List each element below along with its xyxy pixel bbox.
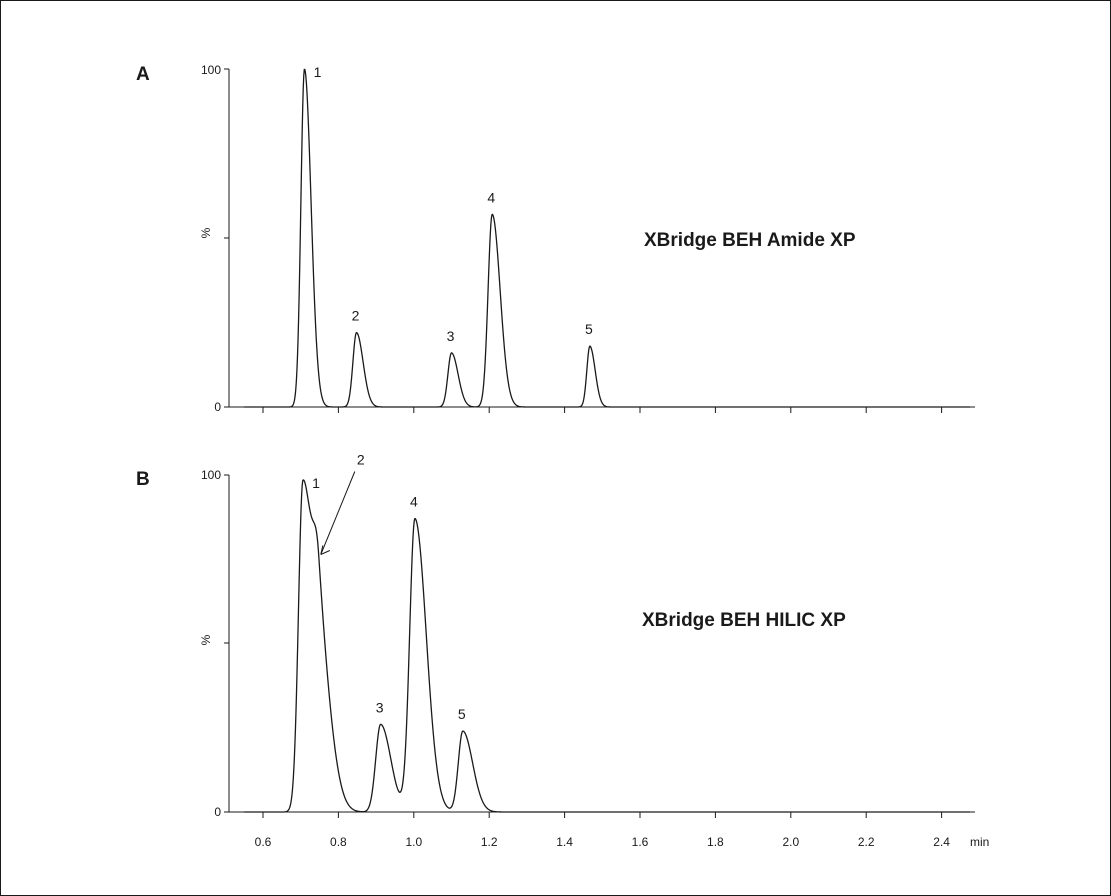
panel-b-xtick-label: 1.8 — [707, 835, 724, 849]
panel-b-xtick-label: 2.4 — [933, 835, 950, 849]
panel-b-ytick-0: 0 — [214, 805, 221, 819]
panel-a-trace — [244, 68, 970, 408]
panel-b-x-ticks: 0.6 0.8 1.0 1.2 1.4 1.6 1.8 2.0 2.2 2.4 — [255, 812, 950, 849]
panel-a-peak-labels: 1 2 3 4 5 — [314, 64, 593, 344]
panel-a-peak-label-4: 4 — [487, 189, 495, 205]
panel-b-ytick-100: 100 — [201, 468, 221, 482]
panel-b-peak-labels: 1 2 3 4 5 — [312, 452, 466, 723]
panel-b-peak-label-5: 5 — [458, 706, 466, 722]
panel-a-x-ticks — [262, 407, 943, 413]
panel-a-ylabel: % — [199, 227, 213, 238]
panel-b-xtick-label: 2.0 — [782, 835, 799, 849]
panel-b-label: B — [136, 469, 150, 490]
panel-b-peak-arrow-head — [320, 545, 330, 555]
panel-b-column-label: XBridge BEH HILIC XP — [642, 610, 846, 631]
panel-b-xtick-label: 0.8 — [330, 835, 347, 849]
panel-a-peak-label-5: 5 — [585, 321, 593, 337]
panel-a-peak-label-1: 1 — [314, 64, 322, 80]
panel-a-label: A — [136, 64, 150, 85]
panel-b-peak-label-4: 4 — [410, 494, 418, 510]
panel-b-x-unit: min — [970, 835, 989, 849]
panel-b: B 100 % 0 0.6 0.8 1.0 1.2 1.4 1.6 1.8 2.0 2.2 2.4… — [136, 452, 989, 849]
panel-b-xtick-label: 1.4 — [556, 835, 573, 849]
panel-b-xtick-label: 2.2 — [858, 835, 875, 849]
panel-b-xtick-label: 1.6 — [632, 835, 649, 849]
panel-a-peak-label-2: 2 — [352, 308, 360, 324]
panel-b-ylabel: % — [199, 634, 213, 645]
panel-b-xtick-label: 1.2 — [481, 835, 498, 849]
panel-b-peak-arrow — [320, 471, 356, 555]
panel-a-ytick-100: 100 — [201, 63, 221, 77]
panel-a: A 100 % 0 1 2 3 4 5 XBridge BEH Amide XP — [136, 63, 975, 414]
panel-b-trace — [244, 479, 970, 813]
panel-a-peak-label-3: 3 — [447, 328, 455, 344]
panel-a-ytick-0: 0 — [214, 400, 221, 414]
panel-a-column-label: XBridge BEH Amide XP — [644, 230, 856, 251]
panel-b-xtick-label: 0.6 — [255, 835, 272, 849]
panel-b-peak-label-2: 2 — [357, 452, 365, 468]
panel-b-xtick-label: 1.0 — [405, 835, 422, 849]
panel-b-peak-label-1: 1 — [312, 475, 320, 491]
panel-b-peak-label-3: 3 — [376, 699, 384, 715]
